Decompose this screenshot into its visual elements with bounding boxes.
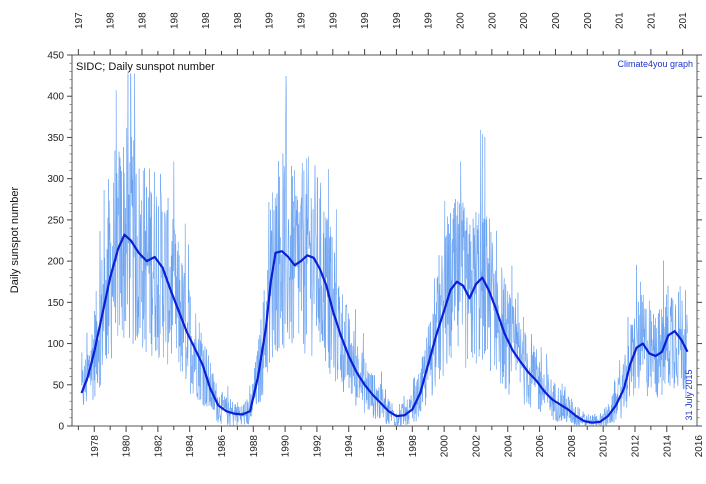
x-tick-label: 1994 <box>344 435 355 458</box>
date-note: 31 July 2015 <box>684 369 694 420</box>
x-tick-label: 1986 <box>217 435 228 458</box>
x-top-tick-label: 199 <box>424 12 435 29</box>
left-axis: 0 50 100 150 200 250 300 350 400 450 <box>47 51 72 433</box>
x-top-tick-label: 201 <box>615 12 626 29</box>
y-tick-label: 350 <box>47 133 64 144</box>
x-tick-label: 1992 <box>312 435 323 458</box>
x-top-tick-label: 197 <box>74 12 85 29</box>
x-top-tick-label: 200 <box>551 12 562 29</box>
x-top-tick-label: 199 <box>297 12 308 29</box>
x-tick-label: 1980 <box>122 435 133 458</box>
mean-series-line <box>80 233 689 424</box>
x-top-tick-label: 198 <box>201 12 212 29</box>
top-axis: 197 198 198 198 198 198 199 199 199 199 199 199 200 2… <box>74 12 689 55</box>
x-tick-label: 1996 <box>376 435 387 458</box>
x-tick-label: 1998 <box>408 435 419 458</box>
x-tick-label: 2016 <box>694 435 705 458</box>
x-top-tick-label: 201 <box>646 12 657 29</box>
x-top-tick-label: 198 <box>137 12 148 29</box>
x-top-tick-label: 199 <box>265 12 276 29</box>
y-axis-label: Daily sunspot number <box>9 186 21 293</box>
x-tick-label: 2012 <box>630 435 641 458</box>
x-top-tick-label: 199 <box>360 12 371 29</box>
x-tick-label: 1978 <box>90 435 101 458</box>
x-top-tick-label: 200 <box>487 12 498 29</box>
x-tick-label: 2008 <box>567 435 578 458</box>
x-tick-label: 2004 <box>503 435 514 458</box>
x-top-tick-label: 200 <box>456 12 467 29</box>
chart-title: SIDC; Daily sunspot number <box>76 61 215 73</box>
x-top-tick-label: 198 <box>233 12 244 29</box>
x-tick-label: 2010 <box>599 435 610 458</box>
bottom-axis: 1978 1980 1982 1984 1986 1988 1990 1992 1994 1996… <box>77 426 705 458</box>
y-tick-label: 100 <box>47 339 64 350</box>
x-top-tick-label: 201 <box>678 12 689 29</box>
x-tick-label: 1990 <box>281 435 292 458</box>
x-top-tick-label: 200 <box>583 12 594 29</box>
credit-text: Climate4you graph <box>617 59 693 69</box>
x-top-tick-label: 199 <box>392 12 403 29</box>
y-tick-label: 0 <box>58 422 64 433</box>
x-top-tick-label: 198 <box>106 12 117 29</box>
x-top-tick-label: 200 <box>519 12 530 29</box>
right-axis <box>697 54 702 427</box>
x-tick-label: 2014 <box>662 435 673 458</box>
x-tick-label: 1984 <box>185 435 196 458</box>
x-tick-label: 1988 <box>249 435 260 458</box>
daily-series <box>81 73 688 427</box>
y-tick-label: 200 <box>47 257 64 268</box>
x-tick-label: 1982 <box>153 435 164 458</box>
plot-frame <box>71 54 698 427</box>
x-top-tick-label: 198 <box>169 12 180 29</box>
y-tick-label: 300 <box>47 174 64 185</box>
y-tick-label: 400 <box>47 92 64 103</box>
x-tick-label: 2000 <box>440 435 451 458</box>
x-tick-label: 2006 <box>535 435 546 458</box>
x-tick-label: 2002 <box>471 435 482 458</box>
y-tick-label: 50 <box>53 380 65 391</box>
y-tick-label: 250 <box>47 215 64 226</box>
y-tick-label: 450 <box>47 51 64 62</box>
x-top-tick-label: 199 <box>328 12 339 29</box>
y-tick-label: 150 <box>47 298 64 309</box>
